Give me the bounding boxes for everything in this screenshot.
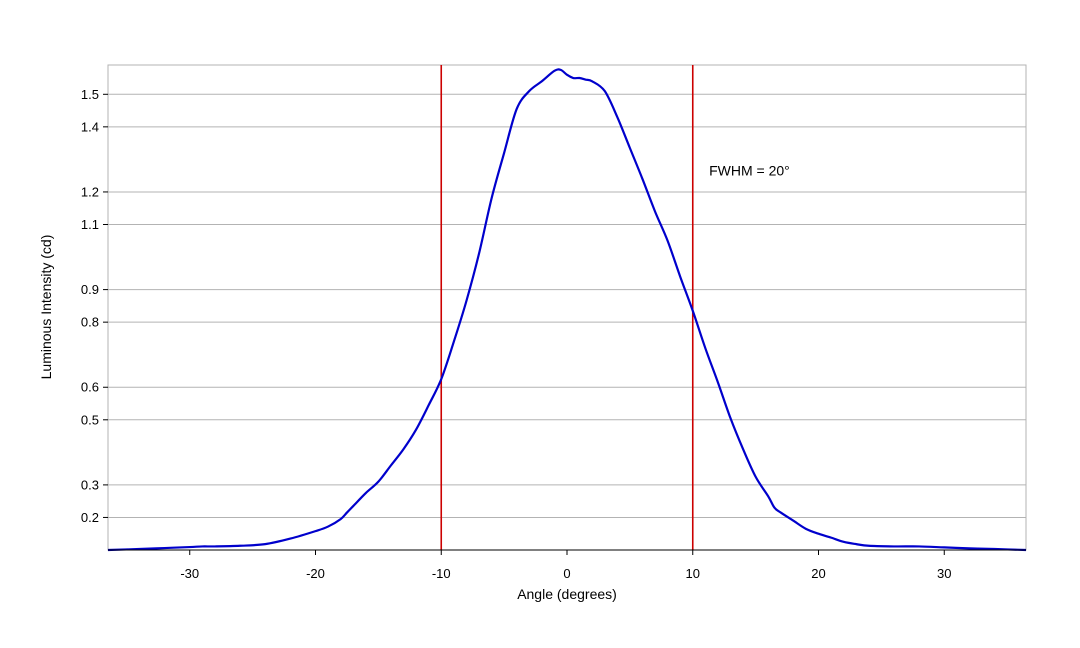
fwhm-annotation: FWHM = 20° [709, 163, 790, 179]
plot-area [108, 65, 1026, 550]
y-tick-label: 0.5 [81, 412, 99, 427]
y-tick-label: 0.6 [81, 380, 99, 395]
annotations: FWHM = 20° [709, 163, 790, 179]
y-tick-label: 1.1 [81, 217, 99, 232]
y-tick-label: 1.4 [81, 119, 99, 134]
y-tick-label: 1.2 [81, 184, 99, 199]
intensity-curve [107, 68, 1027, 552]
y-tick-label: 0.8 [81, 315, 99, 330]
x-axis-ticks: -30 -20 -10 0 10 20 30 [180, 550, 951, 581]
gridlines [108, 93, 1026, 518]
x-tick-label: -10 [432, 566, 451, 581]
y-tick-label: 0.2 [81, 510, 99, 525]
x-axis-title: Angle (degrees) [517, 586, 617, 602]
x-tick-label: 0 [563, 566, 570, 581]
y-axis-ticks: 0.2 0.3 0.5 0.6 0.8 0.9 1.1 1.2 1.4 1.5 [81, 87, 108, 525]
data-series [107, 68, 1027, 552]
x-tick-label: 30 [937, 566, 951, 581]
y-tick-label: 0.9 [81, 282, 99, 297]
y-tick-label: 1.5 [81, 87, 99, 102]
x-tick-label: 10 [686, 566, 700, 581]
y-axis-title: Luminous Intensity (cd) [38, 235, 54, 380]
x-tick-label: -20 [306, 566, 325, 581]
x-tick-label: 20 [811, 566, 825, 581]
x-tick-label: -30 [180, 566, 199, 581]
y-tick-label: 0.3 [81, 477, 99, 492]
